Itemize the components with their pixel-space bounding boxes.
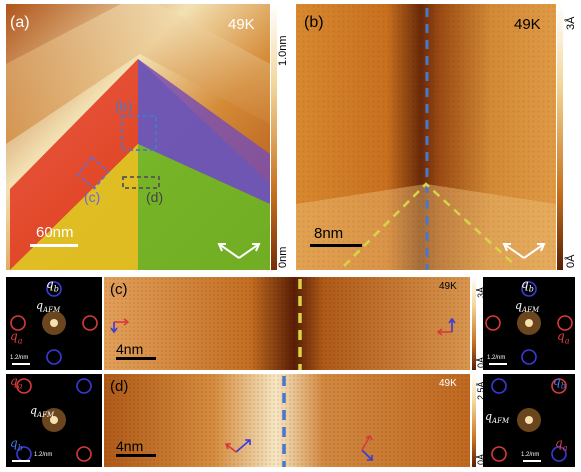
fft-c-left-qa: qa xyxy=(10,329,23,346)
colorbar-b xyxy=(557,4,563,270)
domain-wall-b xyxy=(343,182,517,267)
fft-d-left-qafm: qAFM xyxy=(30,404,55,420)
colorbar-c xyxy=(472,277,476,370)
axis-arrows-d-right xyxy=(361,434,373,461)
fft-d-right-qb: qb xyxy=(553,374,566,391)
domain-green xyxy=(138,144,270,270)
colorbar-b-top: 3Å xyxy=(565,16,577,30)
panel-a-temp: 49K xyxy=(228,16,255,33)
panel-c: (c) 49K 4nm xyxy=(104,277,470,370)
colorbar-a xyxy=(271,4,277,270)
colorbar-d xyxy=(472,374,476,467)
scale-bar-c xyxy=(116,357,156,360)
fft-d-left-qb: qb xyxy=(10,436,23,453)
fft-c-left-qb: qb xyxy=(46,277,59,294)
fft-c-left: qb qAFM qa 1.2/nm xyxy=(6,277,102,370)
scale-bar-a xyxy=(30,244,78,247)
domain-red xyxy=(10,59,138,270)
direction-arrows-b xyxy=(502,243,546,259)
panel-c-label: (c) xyxy=(110,281,128,298)
scale-bar-d xyxy=(116,454,156,457)
fft-c-right: qb qAFM qa 1.2/nm xyxy=(483,277,575,370)
box-d-label: (d) xyxy=(146,189,164,205)
axis-arrows-d-left xyxy=(224,439,251,453)
box-d xyxy=(122,176,160,189)
axis-arrows-c-right xyxy=(436,317,456,336)
fft-c-right-qafm: qAFM xyxy=(515,299,540,315)
panel-b-temp: 49K xyxy=(514,16,541,33)
panel-a-image xyxy=(6,0,270,270)
fft-d-right-scale: 1.2/nm xyxy=(521,452,540,458)
fft-c-left-qafm: qAFM xyxy=(36,299,61,315)
panel-a-label: (a) xyxy=(10,14,30,31)
colorbar-b-bottom: 0Å xyxy=(565,254,577,268)
panel-d: (d) 49K 4nm xyxy=(104,374,470,467)
scale-bar-b xyxy=(310,244,362,247)
fft-d-left: qa qAFM qb 1.2/nm xyxy=(6,374,102,467)
panel-b-scale-label: 8nm xyxy=(314,225,344,242)
fft-c-right-qa: qa xyxy=(557,329,570,346)
panel-d-image xyxy=(104,374,470,467)
colorbar-a-bottom: 0nm xyxy=(277,246,289,268)
fft-d-left-qa: qa xyxy=(10,374,23,391)
fft-c-left-scale: 1.2/nm xyxy=(10,355,29,361)
fft-d-right-qafm: qAFM xyxy=(485,410,510,426)
fft-d-right: qb qAFM qa 1.2/nm xyxy=(483,374,575,467)
direction-arrows-a xyxy=(217,243,261,259)
box-c xyxy=(76,156,110,190)
fft-d-right-qa: qa xyxy=(555,436,568,453)
axis-arrows-c-left xyxy=(110,318,130,334)
colorbar-a-top: 1.0nm xyxy=(277,35,289,66)
panel-d-temp: 49K xyxy=(439,378,457,389)
fft-c-right-scale: 1.2/nm xyxy=(487,355,506,361)
panel-c-scale-label: 4nm xyxy=(116,341,144,357)
panel-a: (a) 49K 60nm (b) (c) (d) xyxy=(6,0,270,270)
panel-c-image xyxy=(104,277,470,370)
panel-b-label: (b) xyxy=(304,14,324,31)
fft-d-left-scale: 1.2/nm xyxy=(34,452,53,458)
panel-d-label: (d) xyxy=(110,378,129,395)
panel-d-scale-label: 4nm xyxy=(116,438,144,454)
box-b-label: (b) xyxy=(115,98,133,114)
fft-c-right-qb: qb xyxy=(521,277,534,294)
panel-b-image xyxy=(296,4,556,270)
panel-c-temp: 49K xyxy=(439,281,457,292)
box-b xyxy=(121,115,157,151)
box-c-label: (c) xyxy=(84,189,101,205)
panel-b: (b) 49K 8nm xyxy=(296,4,556,270)
panel-a-scale-label: 60nm xyxy=(36,224,74,241)
